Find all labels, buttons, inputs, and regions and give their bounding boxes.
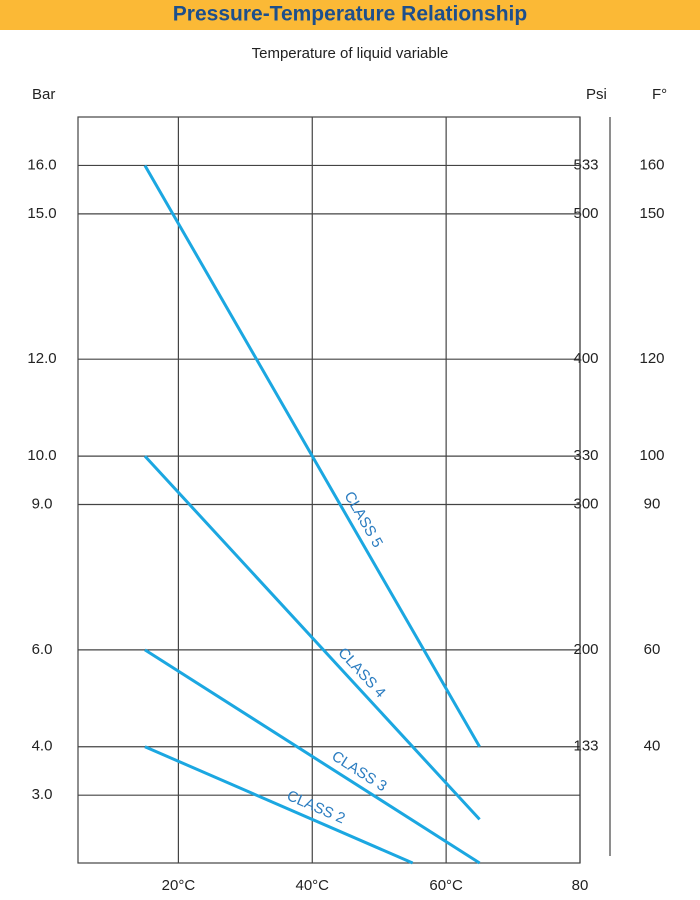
y-tick-label: 9.0 bbox=[32, 496, 53, 513]
title-banner bbox=[0, 0, 700, 30]
x-tick-label: 60°C bbox=[429, 877, 463, 894]
psi-label: 200 bbox=[573, 641, 598, 658]
series-line bbox=[143, 164, 481, 748]
series-line bbox=[144, 745, 414, 865]
f-header: F° bbox=[652, 86, 667, 103]
f-label: 90 bbox=[644, 496, 661, 513]
y-tick-label: 3.0 bbox=[32, 786, 53, 803]
series-line bbox=[143, 455, 481, 821]
x-tick-label: 20°C bbox=[162, 877, 196, 894]
psi-label: 533 bbox=[573, 156, 598, 173]
y-tick-label: 6.0 bbox=[32, 641, 53, 658]
psi-label: 330 bbox=[573, 447, 598, 464]
y-tick-label: 16.0 bbox=[27, 156, 56, 173]
y-tick-label: 10.0 bbox=[27, 447, 56, 464]
x-tick-label: 40°C bbox=[296, 877, 330, 894]
f-label: 40 bbox=[644, 738, 661, 755]
y-tick-label: 12.0 bbox=[27, 350, 56, 367]
y-axis-label: Bar bbox=[32, 86, 55, 103]
psi-label: 400 bbox=[573, 350, 598, 367]
psi-label: 300 bbox=[573, 496, 598, 513]
f-label: 160 bbox=[639, 156, 664, 173]
series-line bbox=[144, 648, 481, 865]
psi-header: Psi bbox=[586, 86, 607, 103]
y-tick-label: 4.0 bbox=[32, 738, 53, 755]
f-label: 60 bbox=[644, 641, 661, 658]
y-tick-label: 15.0 bbox=[27, 205, 56, 222]
chart-title: Pressure-Temperature Relationship bbox=[173, 3, 527, 26]
f-label: 120 bbox=[639, 350, 664, 367]
x-tick-label: 80 bbox=[572, 877, 589, 894]
f-label: 150 bbox=[639, 205, 664, 222]
psi-label: 133 bbox=[573, 738, 598, 755]
f-label: 100 bbox=[639, 447, 664, 464]
psi-label: 500 bbox=[573, 205, 598, 222]
subtitle: Temperature of liquid variable bbox=[252, 45, 449, 62]
